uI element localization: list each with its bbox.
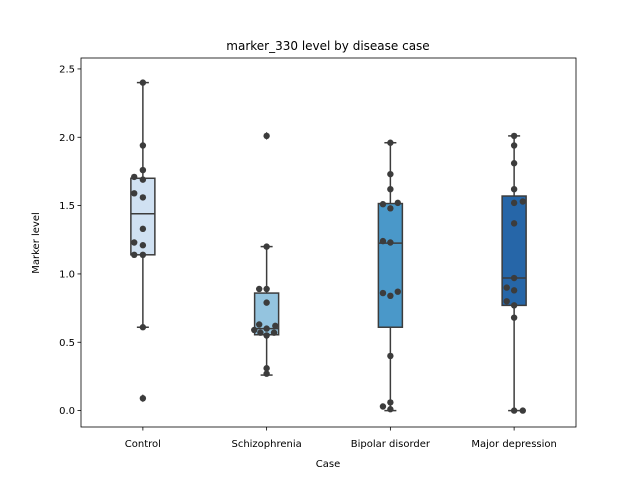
data-point (251, 326, 258, 334)
data-point (387, 186, 394, 193)
data-point (263, 132, 270, 140)
data-point (510, 274, 518, 282)
data-point (510, 407, 518, 414)
data-point (394, 199, 401, 207)
data-point (263, 325, 270, 332)
data-point (263, 370, 270, 377)
data-point (263, 365, 270, 372)
data-point (139, 79, 147, 86)
data-point (131, 173, 138, 181)
data-point (510, 132, 518, 140)
data-point (379, 403, 387, 410)
y-tick-label: 1.5 (59, 201, 75, 212)
plot-frame (80, 57, 577, 428)
data-point (510, 287, 518, 294)
data-point (256, 285, 263, 293)
data-point (387, 239, 394, 246)
chart-title: marker_330 level by disease case (226, 39, 429, 53)
data-point (519, 198, 526, 205)
box (377, 202, 404, 328)
data-point (510, 186, 518, 193)
data-point (139, 194, 147, 201)
data-point (263, 243, 270, 250)
y-tick-label: 1.0 (59, 269, 75, 280)
data-point (139, 324, 147, 331)
data-point (510, 142, 518, 149)
data-point (139, 395, 147, 402)
data-point (387, 399, 394, 406)
data-point (131, 251, 138, 258)
data-point (270, 329, 278, 336)
y-tick-label: 2.5 (59, 64, 75, 75)
data-point (387, 352, 394, 360)
data-point (510, 314, 518, 321)
data-point (503, 298, 510, 305)
y-tick-label: 0.5 (59, 338, 75, 349)
y-tick-label: 0.0 (59, 406, 75, 417)
y-tick-label: 2.0 (59, 133, 75, 144)
data-point (139, 251, 147, 258)
data-point (263, 285, 270, 293)
data-point (139, 242, 147, 249)
data-point (510, 199, 518, 207)
data-point (387, 292, 394, 299)
data-point (387, 205, 394, 212)
data-point (379, 237, 387, 245)
data-point (139, 225, 147, 233)
x-tick-label: Control (125, 439, 161, 450)
data-point (387, 406, 394, 413)
data-point (394, 288, 401, 295)
x-axis-label: Case (316, 459, 340, 470)
x-tick-label: Major depression (471, 439, 557, 450)
plot-area: 0.0 0.5 1.0 1.5 2.0 2.5 Control Schizophrenia Bi… (59, 57, 577, 450)
data-point (263, 332, 270, 339)
data-point (139, 142, 147, 149)
data-point (379, 201, 387, 208)
data-point (131, 239, 138, 246)
x-tick-label: Schizophrenia (231, 439, 301, 450)
data-point (139, 166, 147, 174)
data-point (510, 220, 518, 227)
y-axis-label: Marker level (31, 212, 42, 274)
data-point (139, 176, 147, 183)
data-point (256, 321, 263, 328)
data-point (387, 139, 394, 146)
data-point (510, 160, 518, 167)
data-point (272, 322, 279, 330)
x-tick-label: Bipolar disorder (351, 439, 431, 450)
data-point (503, 284, 510, 291)
data-point (387, 170, 394, 178)
data-point (263, 299, 270, 306)
data-point (519, 407, 526, 414)
data-point (131, 190, 138, 197)
data-point (379, 289, 387, 297)
data-point (257, 329, 264, 336)
data-point (510, 302, 518, 309)
